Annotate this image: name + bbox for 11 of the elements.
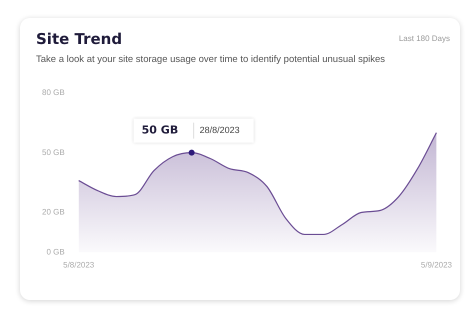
x-tick-label: 5/8/2023 <box>63 260 95 270</box>
text: Last 180 Days <box>398 34 450 43</box>
y-tick-label: 0 GB <box>46 248 65 257</box>
chart-subtitle: Take a look at your site storage usage over time to identify potential unusual spikes <box>36 54 386 65</box>
annotation: 28/8/2023 <box>200 125 240 136</box>
x-tick-label: 5/9/2023 <box>420 260 453 270</box>
chart-title: Site Trend <box>36 30 122 48</box>
y-tick-label: 80 GB <box>42 88 65 98</box>
annotation: 50 GB <box>142 124 178 137</box>
y-tick-label: 50 GB <box>42 148 65 157</box>
y-tick-label: 20 GB <box>42 208 65 217</box>
